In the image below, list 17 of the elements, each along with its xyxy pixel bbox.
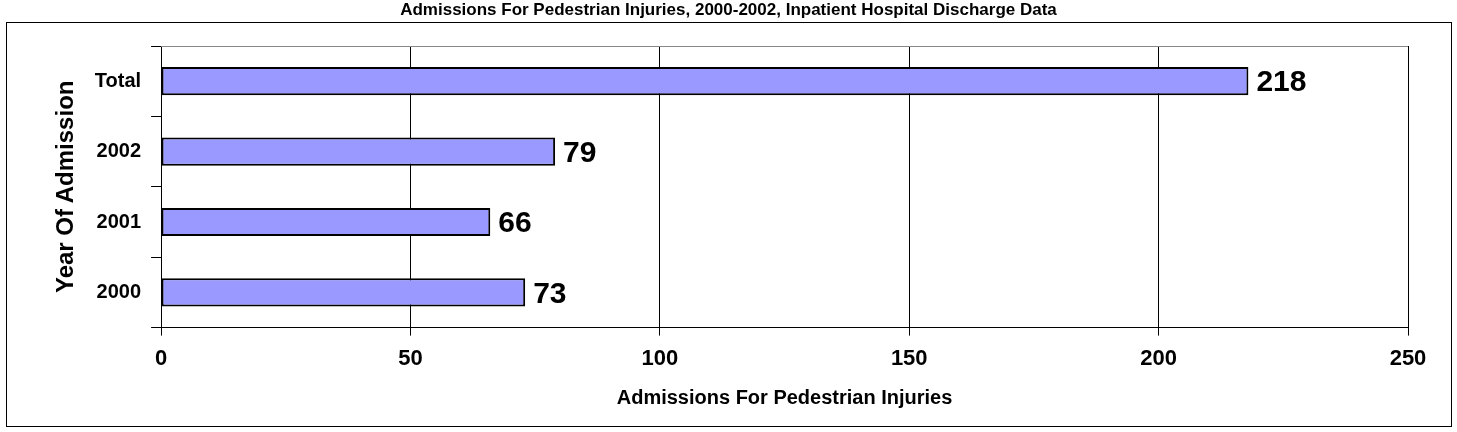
x-tick-label: 0 — [154, 344, 168, 370]
y-tick-label: 2001 — [96, 209, 142, 232]
y-axis-title: Year Of Admission — [51, 80, 79, 294]
x-axis-title: Admissions For Pedestrian Injuries — [616, 385, 953, 408]
x-tick-label: 200 — [1140, 344, 1177, 370]
chart-title: Admissions For Pedestrian Injuries, 2000-2002, Inpatient Hospital Discharge Data — [399, 0, 1058, 20]
y-tick-label: Total — [94, 68, 142, 91]
x-tick-label: 100 — [641, 344, 679, 370]
data-label: 66 — [498, 205, 532, 239]
y-tick-label: 2002 — [96, 139, 142, 162]
data-label: 218 — [1256, 64, 1307, 98]
x-tick-label: 150 — [890, 344, 928, 370]
x-tick-label: 50 — [398, 344, 423, 370]
data-label: 79 — [563, 134, 597, 168]
x-tick-label: 250 — [1389, 344, 1427, 370]
data-label: 73 — [533, 275, 567, 309]
y-tick-label: 2000 — [96, 279, 142, 302]
